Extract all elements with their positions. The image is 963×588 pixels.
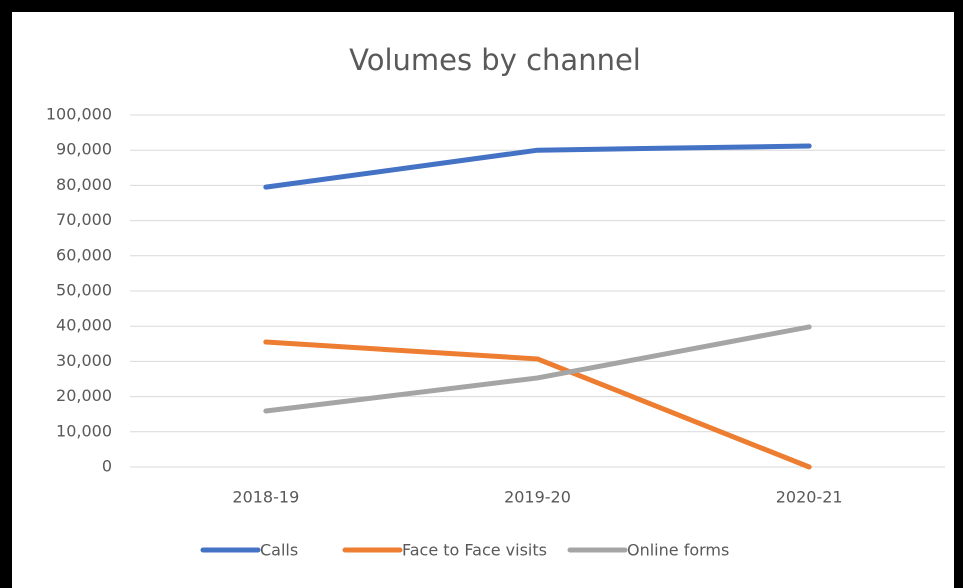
y-tick-label: 50,000 xyxy=(56,281,112,300)
y-tick-label: 0 xyxy=(102,457,112,476)
y-tick-label: 10,000 xyxy=(56,421,112,440)
series-line xyxy=(263,339,812,470)
series-line xyxy=(263,324,812,414)
y-tick-label: 30,000 xyxy=(56,351,112,370)
x-tick-label: 2019-20 xyxy=(504,488,571,507)
chart-title: Volumes by channel xyxy=(349,43,641,77)
legend-label: Face to Face visits xyxy=(402,541,547,560)
y-tick-label: 20,000 xyxy=(56,386,112,405)
legend-label: Online forms xyxy=(627,541,729,560)
y-tick-label: 60,000 xyxy=(56,245,112,264)
y-tick-label: 100,000 xyxy=(46,105,112,124)
y-tick-label: 40,000 xyxy=(56,316,112,335)
y-tick-label: 90,000 xyxy=(56,140,112,159)
y-tick-label: 70,000 xyxy=(56,210,112,229)
legend-label: Calls xyxy=(260,541,298,560)
chart-area xyxy=(12,12,954,588)
x-tick-label: 2020-21 xyxy=(776,488,843,507)
y-tick-label: 80,000 xyxy=(56,175,112,194)
x-tick-label: 2018-19 xyxy=(232,488,299,507)
series-line xyxy=(263,143,812,190)
